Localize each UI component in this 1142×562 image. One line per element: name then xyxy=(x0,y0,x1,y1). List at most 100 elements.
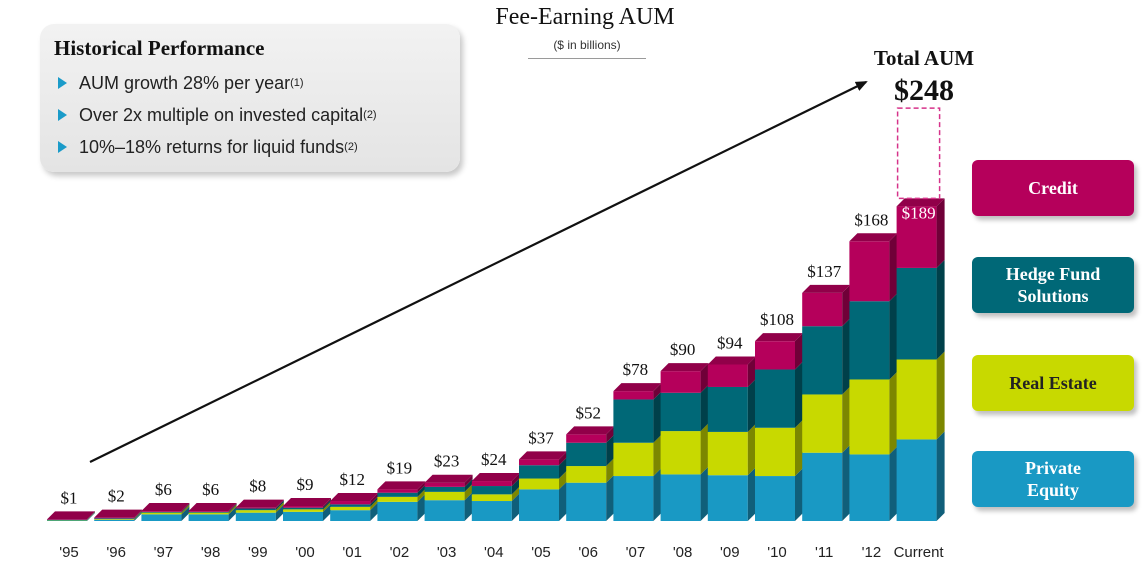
x-tick-label: '07 xyxy=(626,544,646,561)
bars-layer: $1 '95 $2 '96 $6 '97 $6 '98 $8 '99 $9 '00 $12 '01 $19 '… xyxy=(47,107,945,561)
historical-performance-box: Historical Performance AUM growth 28% pe… xyxy=(40,24,460,172)
bar-segment-private-equity xyxy=(141,514,182,521)
bar-value-label: $6 xyxy=(202,480,219,499)
legend-label: Credit xyxy=(1028,178,1078,198)
bar-side-private-equity xyxy=(464,492,473,521)
bar-segment-hedge-fund-solutions xyxy=(613,399,654,443)
bar-segment-private-equity xyxy=(330,510,371,521)
bar-segment-private-equity xyxy=(94,519,135,521)
bar-value-label: $189 xyxy=(902,203,936,222)
bar-segment-credit xyxy=(613,391,654,400)
performance-item-text: AUM growth 28% per year xyxy=(79,72,291,93)
bar-side-private-equity xyxy=(134,511,143,521)
bar-segment-real-estate xyxy=(802,394,843,453)
bar-segment-real-estate xyxy=(613,442,654,477)
bar-segment-credit xyxy=(235,507,276,509)
bar-side-credit xyxy=(417,481,426,493)
bar-value-label: $90 xyxy=(670,340,696,359)
bar-segment-real-estate xyxy=(188,512,229,515)
bar-segment-real-estate xyxy=(94,519,135,520)
chart-title: Fee-Earning AUM xyxy=(495,4,675,30)
performance-item: Over 2x multiple on invested capital (2) xyxy=(54,99,446,131)
bar-value-label: $23 xyxy=(434,452,460,471)
bar-top xyxy=(896,198,945,207)
bar-segment-credit xyxy=(188,511,229,512)
triangle-bullet-icon xyxy=(58,77,67,89)
bar-value-label: $6 xyxy=(155,480,172,499)
bar-top xyxy=(47,511,95,520)
total-aum-outline xyxy=(896,107,941,200)
footnote-ref: (2) xyxy=(344,141,358,153)
bar-segment-real-estate xyxy=(424,491,465,501)
bar-side-real-estate xyxy=(181,504,190,515)
bar-value-label: $168 xyxy=(854,210,888,229)
bar-top xyxy=(849,233,898,242)
bar-side-hedge-fund-solutions xyxy=(181,503,190,513)
x-tick-label: '11 xyxy=(815,544,833,561)
bar-side-real-estate xyxy=(936,351,945,440)
bar-side-real-estate xyxy=(606,458,615,483)
bar-side-private-equity xyxy=(842,444,851,521)
bar-side-credit xyxy=(559,451,567,466)
bar-segment-private-equity xyxy=(283,511,323,521)
bar-segment-credit xyxy=(283,506,323,508)
bar-top xyxy=(330,493,379,502)
bar-segment-real-estate xyxy=(471,494,512,502)
x-tick-label: '08 xyxy=(673,544,693,561)
performance-item-text: Over 2x multiple on invested capital xyxy=(79,104,364,125)
bar-side-real-estate xyxy=(559,470,567,490)
bar-side-private-equity xyxy=(889,446,898,521)
bar-side-real-estate xyxy=(275,502,284,513)
bar-segment-private-equity xyxy=(660,474,701,521)
bar-side-real-estate xyxy=(323,501,331,512)
bar-side-hedge-fund-solutions xyxy=(889,293,898,380)
bar-segment-hedge-fund-solutions xyxy=(660,392,701,432)
bar-side-real-estate xyxy=(370,498,379,511)
x-tick-label: '96 xyxy=(106,544,126,561)
bar-side-credit xyxy=(181,503,190,512)
bar-segment-hedge-fund-solutions xyxy=(330,504,371,507)
bar-side-hedge-fund-solutions xyxy=(134,510,143,520)
bar-segment-credit xyxy=(755,341,795,370)
bar-top xyxy=(377,481,426,490)
x-tick-label: '95 xyxy=(59,544,79,561)
bar-side-credit xyxy=(653,383,662,400)
bar-side-credit xyxy=(275,499,284,509)
bar-value-label: $78 xyxy=(623,360,649,379)
bar-value-label: $94 xyxy=(717,333,743,352)
legend-label: Private Equity xyxy=(1025,458,1081,500)
bar-segment-credit xyxy=(896,206,937,268)
bar-side-credit xyxy=(323,498,331,508)
bar-segment-private-equity xyxy=(47,520,87,521)
bar-segment-hedge-fund-solutions xyxy=(235,508,276,511)
x-tick-label: '06 xyxy=(578,544,598,561)
bar-top xyxy=(755,333,803,342)
bar-top xyxy=(707,356,756,365)
bar-segment-private-equity xyxy=(424,500,465,521)
x-tick-label: '98 xyxy=(201,544,221,561)
x-tick-label: '01 xyxy=(342,544,362,561)
x-tick-label: '02 xyxy=(390,544,410,561)
performance-title: Historical Performance xyxy=(54,36,265,60)
bar-segment-private-equity xyxy=(896,439,937,521)
bar-segment-private-equity xyxy=(519,489,559,521)
bar-segment-real-estate xyxy=(896,359,937,440)
bar-segment-real-estate xyxy=(519,478,559,490)
bar-segment-hedge-fund-solutions xyxy=(566,442,607,467)
bar-segment-hedge-fund-solutions xyxy=(707,386,748,432)
bar-side-private-equity xyxy=(511,493,520,521)
bar-side-real-estate xyxy=(700,423,709,475)
bar-segment-credit xyxy=(141,511,182,512)
bar-side-real-estate xyxy=(87,512,95,521)
bar-side-credit xyxy=(842,284,851,327)
bar-segment-credit xyxy=(471,481,512,487)
bar-side-private-equity xyxy=(87,512,95,521)
bar-segment-real-estate xyxy=(660,431,701,475)
bar-top xyxy=(283,498,331,507)
bar-side-hedge-fund-solutions xyxy=(842,318,851,395)
bar-top xyxy=(424,474,473,483)
bar-segment-private-equity xyxy=(707,475,748,521)
bar-side-real-estate xyxy=(889,371,898,455)
total-aum-value: $248 xyxy=(894,74,954,107)
bar-segment-hedge-fund-solutions xyxy=(471,486,512,495)
